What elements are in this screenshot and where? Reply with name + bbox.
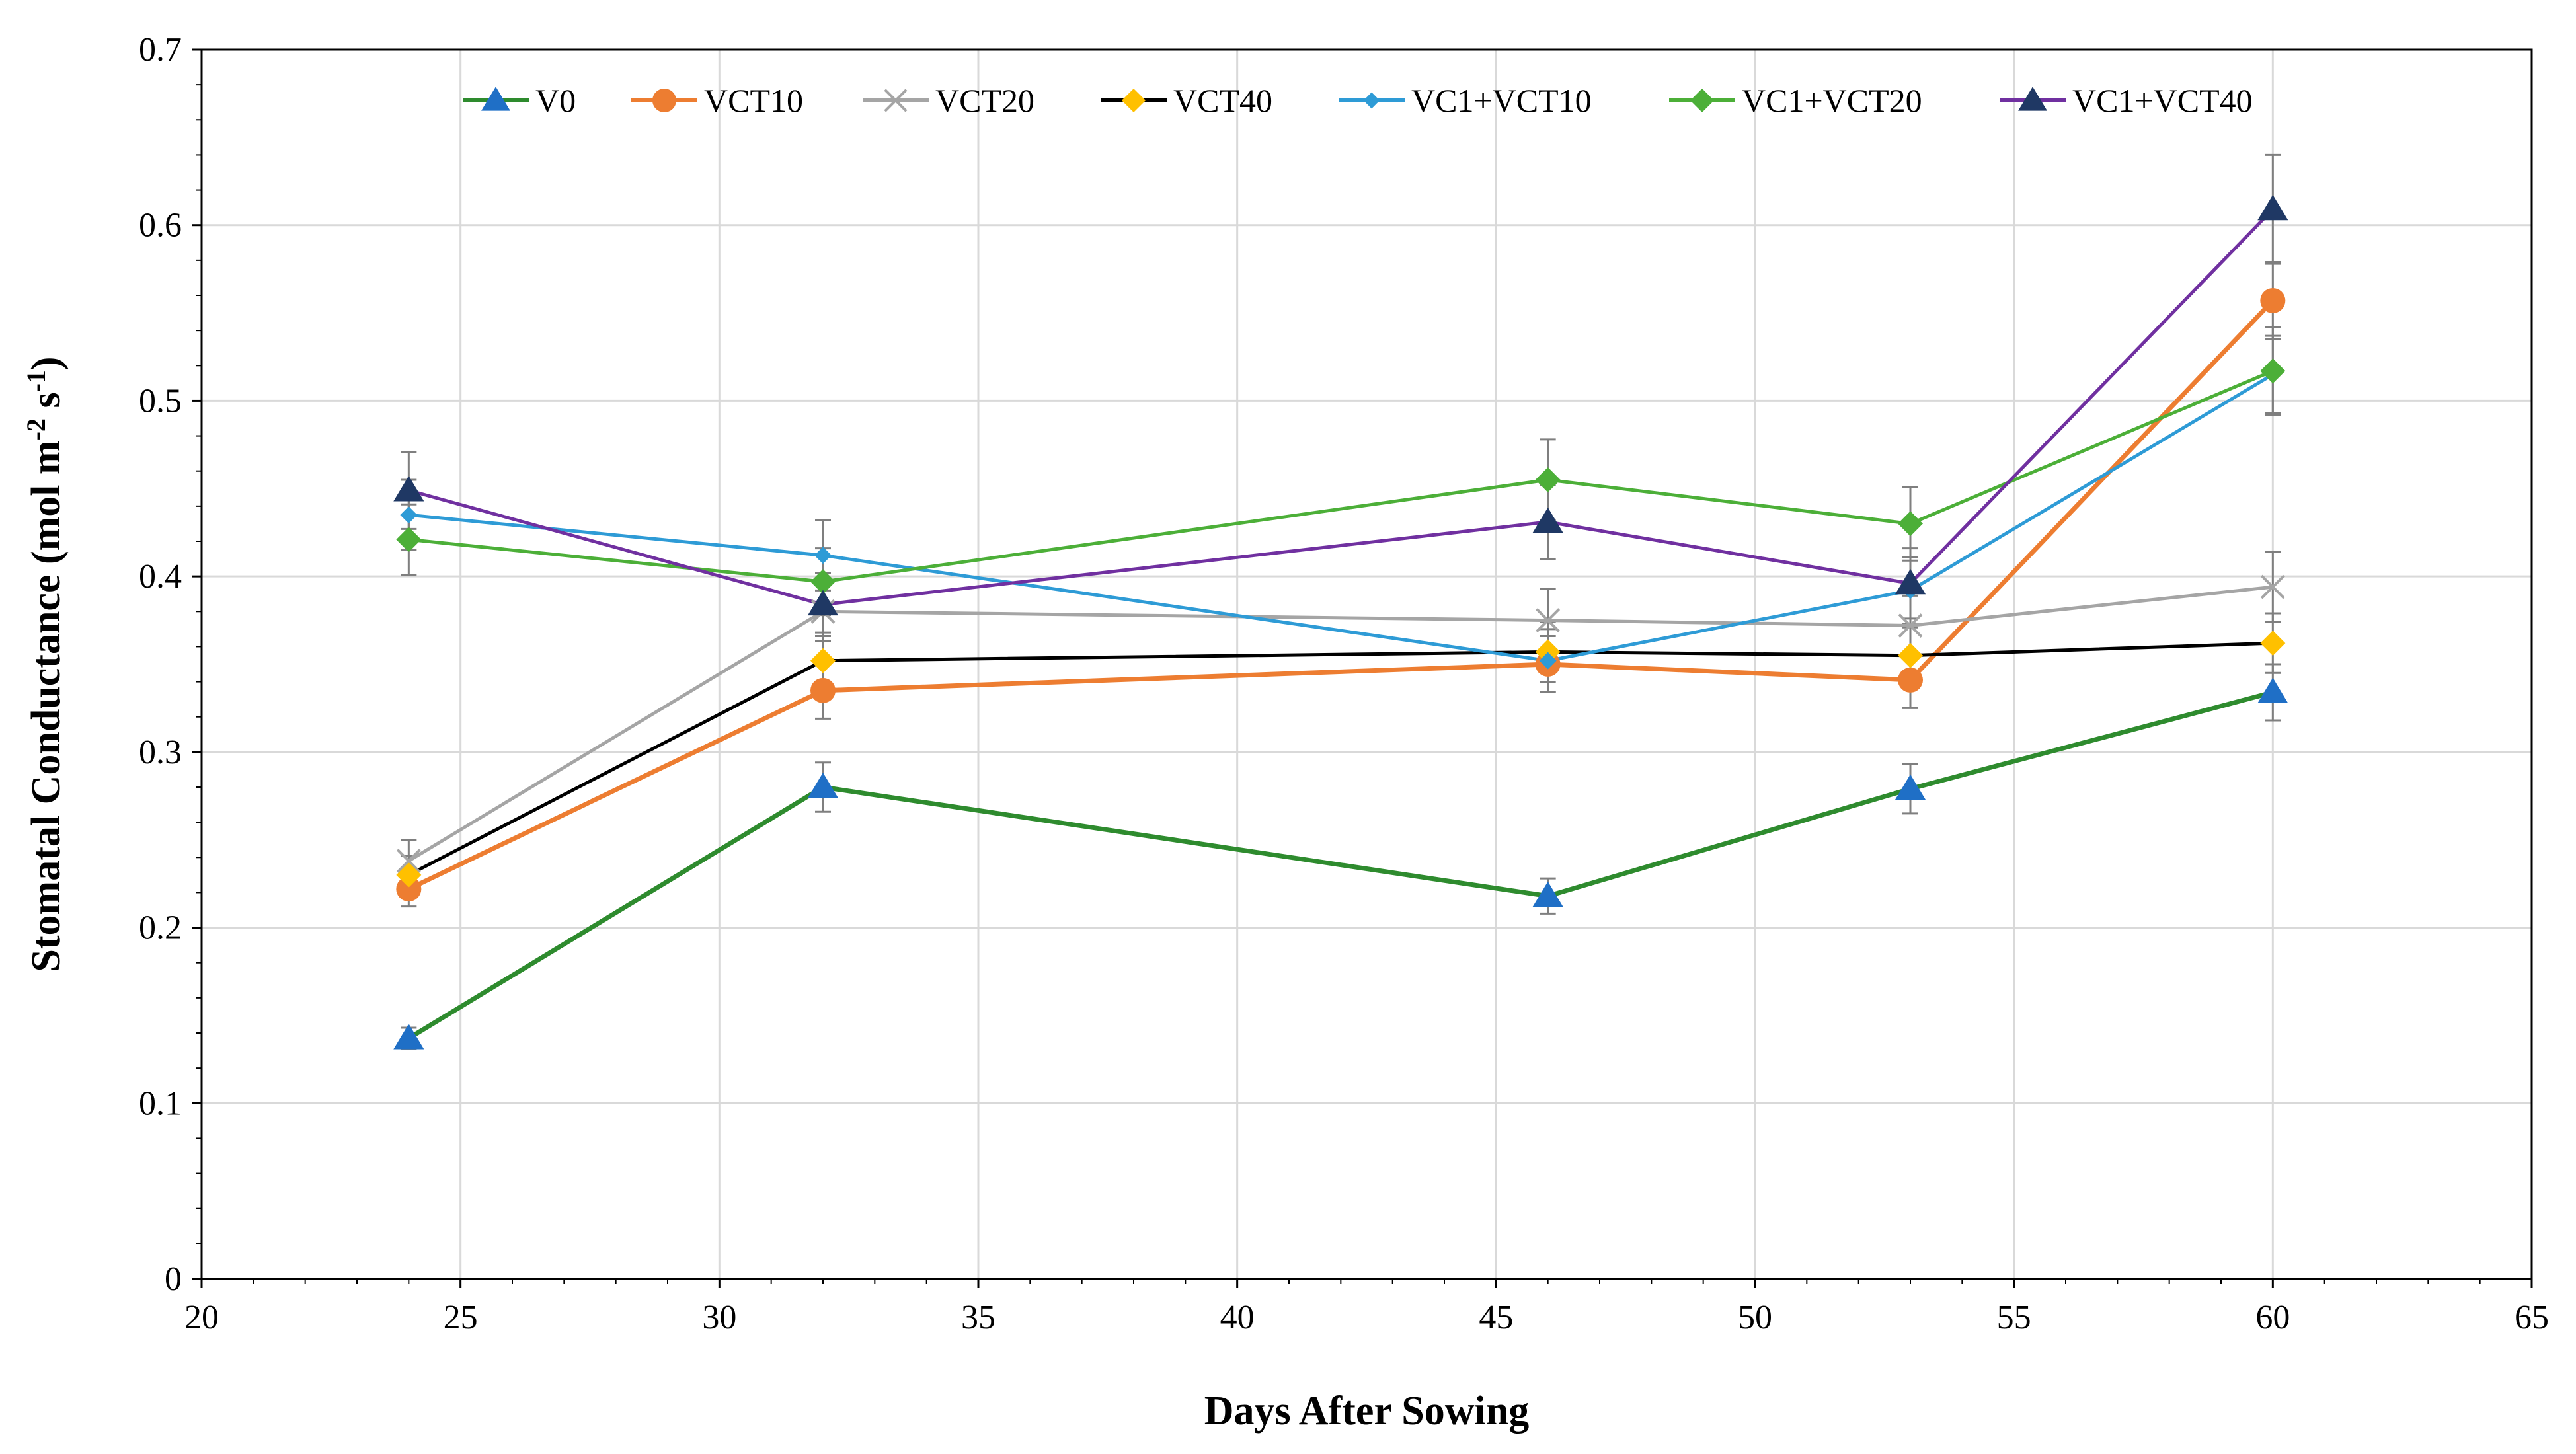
marker-vc1-vct20 xyxy=(396,527,422,553)
legend-swatch-marker xyxy=(884,89,908,112)
y-axis-title: Stomatal Conductance (mol m-2 s-1) xyxy=(21,356,69,972)
x-axis-title: Days After Sowing xyxy=(1204,1389,1529,1434)
marker-vc1-vct40 xyxy=(1532,507,1563,533)
legend-swatch-marker xyxy=(1363,92,1380,109)
marker-v0 xyxy=(2257,677,2288,704)
legend-label: VC1+VCT40 xyxy=(2072,82,2253,119)
marker-vct10 xyxy=(810,677,836,703)
legend-swatch-marker xyxy=(1121,88,1146,113)
legend-label: VCT40 xyxy=(1173,82,1272,119)
series-line-vc1-vct20 xyxy=(409,369,2274,584)
marker-vct40 xyxy=(396,862,422,888)
marker-vct40 xyxy=(810,648,836,673)
series-line-v0 xyxy=(407,690,2274,1040)
marker-vc1-vct20 xyxy=(1535,467,1561,492)
legend-entry-vc1-vct10: VC1+VCT10 xyxy=(1339,82,1592,119)
series-line-vct10 xyxy=(407,299,2275,892)
marker-vct20 xyxy=(1898,613,1923,638)
y-tick-label: 0.1 xyxy=(139,1085,182,1122)
series-line-vc1-vct40 xyxy=(408,208,2275,607)
marker-vc1-vct20 xyxy=(810,569,836,595)
marker-vct20 xyxy=(396,849,421,874)
x-tick-label: 45 xyxy=(1479,1299,1513,1336)
marker-vc1-vct40 xyxy=(2257,194,2288,221)
x-tick-label: 20 xyxy=(184,1299,219,1336)
marker-vc1-vct40 xyxy=(1894,568,1926,595)
y-axis-title-sup2: -1 xyxy=(21,370,51,392)
legend-entry-v0: V0 xyxy=(463,82,576,119)
legend-entry-vc1-vct40: VC1+VCT40 xyxy=(2000,82,2253,119)
legend-label: VCT20 xyxy=(935,82,1034,119)
x-tick-label: 35 xyxy=(961,1299,995,1336)
marker-layer xyxy=(393,194,2288,1050)
marker-vct40 xyxy=(1898,642,1923,668)
y-axis-title-end: ) xyxy=(24,356,69,370)
grid-layer xyxy=(202,50,2532,1279)
y-axis-title-main: Stomatal Conductance (mol m xyxy=(24,440,69,972)
marker-vc1-vct10 xyxy=(400,506,418,524)
x-tick-label: 40 xyxy=(1220,1299,1255,1336)
y-tick-label: 0.7 xyxy=(139,31,182,69)
marker-v0 xyxy=(393,1023,424,1050)
marker-vct20-stroke xyxy=(1536,608,1561,632)
x-tick-label: 65 xyxy=(2515,1299,2549,1336)
marker-vc1-vct10 xyxy=(814,547,832,564)
legend-label: VC1+VCT20 xyxy=(1742,82,1922,119)
tick-layer: 20 25 30 35 40 45 50 55 60 65 0 0.1 0.2 0.3 0.4 0.5 0.6 0… xyxy=(139,31,2549,1336)
x-tick-label: 30 xyxy=(702,1299,736,1336)
y-axis-title-mid: s xyxy=(24,392,69,418)
legend-entry-vct20: VCT20 xyxy=(863,82,1034,119)
legend-entry-vct40: VCT40 xyxy=(1101,82,1272,119)
legend-label: VCT10 xyxy=(704,82,803,119)
marker-vc1-vct20 xyxy=(2260,358,2286,384)
legend: V0 VCT10 VCT20 VCT40 VC1+VCT10 VC1+VCT20 VC1+V… xyxy=(463,82,2253,119)
series-line-vct20 xyxy=(408,585,2273,862)
marker-v0 xyxy=(1532,881,1563,907)
marker-vc1-vct10 xyxy=(1539,652,1557,670)
legend-swatch-marker xyxy=(652,88,677,113)
marker-vct20-stroke xyxy=(2260,574,2285,599)
legend-swatch-marker xyxy=(481,87,510,111)
marker-vc1-vct40 xyxy=(807,590,839,616)
legend-label: V0 xyxy=(535,82,576,119)
y-tick-label: 0.2 xyxy=(139,909,182,947)
marker-vct20-stroke xyxy=(1898,613,1923,638)
marker-vct40 xyxy=(2260,631,2286,656)
legend-swatch-marker xyxy=(1690,88,1715,113)
marker-vct20-stroke xyxy=(396,849,421,874)
marker-v0 xyxy=(1894,774,1926,800)
y-axis-title-sup1: -2 xyxy=(21,418,51,440)
marker-vct20 xyxy=(2260,574,2285,599)
series-line-vct40 xyxy=(408,641,2273,877)
x-tick-label: 60 xyxy=(2255,1299,2290,1336)
y-tick-label: 0.5 xyxy=(139,382,182,420)
marker-vc1-vct20 xyxy=(1898,511,1923,537)
plot-area-frame xyxy=(200,48,2533,1280)
y-tick-label: 0.6 xyxy=(139,207,182,245)
error-bar-layer xyxy=(401,153,2281,1050)
x-tick-label: 50 xyxy=(1738,1299,1772,1336)
marker-vct10 xyxy=(2260,287,2286,313)
series-line-layer xyxy=(407,208,2275,1040)
legend-entry-vc1-vct20: VC1+VCT20 xyxy=(1669,82,1922,119)
x-tick-label: 55 xyxy=(1997,1299,2031,1336)
y-tick-label: 0.3 xyxy=(139,734,182,771)
marker-vct20 xyxy=(1536,608,1561,632)
marker-vct10 xyxy=(396,876,422,902)
legend-label: VC1+VCT10 xyxy=(1411,82,1592,119)
y-tick-label: 0.4 xyxy=(139,558,182,595)
legend-swatch-marker-stroke xyxy=(884,89,908,112)
marker-vc1-vct40 xyxy=(393,475,424,502)
x-tick-label: 25 xyxy=(444,1299,478,1336)
marker-vct10 xyxy=(1898,667,1923,693)
marker-vct40 xyxy=(1535,639,1561,665)
marker-v0 xyxy=(807,773,839,798)
legend-swatch-marker xyxy=(2018,87,2047,111)
legend-entry-vct10: VCT10 xyxy=(631,82,803,119)
y-tick-label: 0 xyxy=(165,1260,182,1298)
